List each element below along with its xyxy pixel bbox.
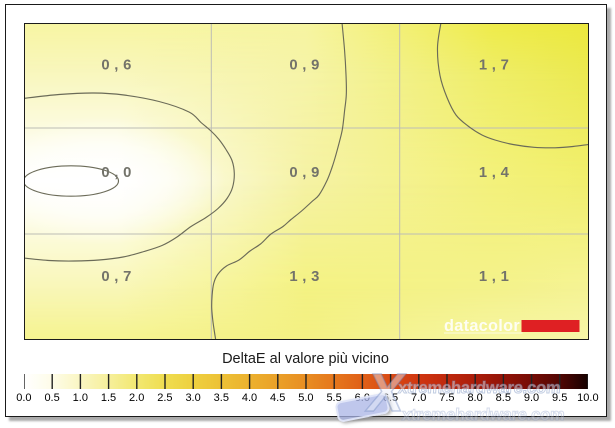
svg-text:1 , 7: 1 , 7 (479, 57, 509, 73)
svg-text:datacolor: datacolor (444, 317, 520, 335)
svg-text:0 , 9: 0 , 9 (289, 165, 319, 181)
svg-text:1 , 1: 1 , 1 (479, 269, 509, 285)
svg-text:1 , 4: 1 , 4 (479, 165, 510, 181)
svg-text:1 , 3: 1 , 3 (289, 269, 319, 285)
svg-text:0 , 9: 0 , 9 (289, 57, 319, 73)
svg-text:0 , 0: 0 , 0 (101, 165, 131, 181)
svg-text:0 , 7: 0 , 7 (101, 269, 131, 285)
svg-text:0 , 6: 0 , 6 (101, 57, 131, 73)
